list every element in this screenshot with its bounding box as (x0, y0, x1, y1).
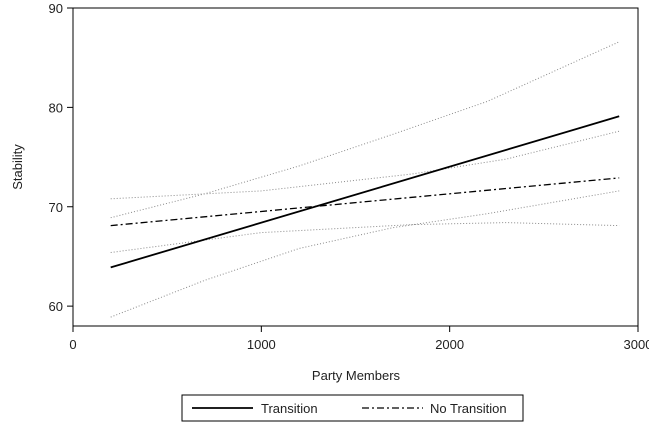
y-tick-label: 60 (49, 299, 63, 314)
axes: 0 1000 2000 3000 60 70 80 90 (49, 1, 649, 352)
plot-frame (72, 7, 639, 327)
x-tick-label: 3000 (624, 337, 649, 352)
series-line-no-transition (110, 177, 620, 227)
series-line-transition (110, 115, 620, 269)
x-axis-title: Party Members (312, 368, 401, 383)
legend-label-transition: Transition (261, 401, 318, 416)
y-tick-label: 70 (49, 200, 63, 215)
plot-area (110, 41, 620, 318)
ci-lower-transition (110, 190, 620, 318)
y-tick-label: 80 (49, 100, 63, 115)
x-tick-label: 2000 (435, 337, 464, 352)
ci-upper-no-transition (110, 130, 620, 200)
legend-label-no-transition: No Transition (430, 401, 507, 416)
ci-lower-no-transition (110, 222, 620, 253)
x-tick-label: 1000 (247, 337, 276, 352)
legend: Transition No Transition (181, 394, 524, 422)
x-tick-label: 0 (69, 337, 76, 352)
y-tick-label: 90 (49, 1, 63, 16)
y-axis-title: Stability (10, 144, 25, 190)
